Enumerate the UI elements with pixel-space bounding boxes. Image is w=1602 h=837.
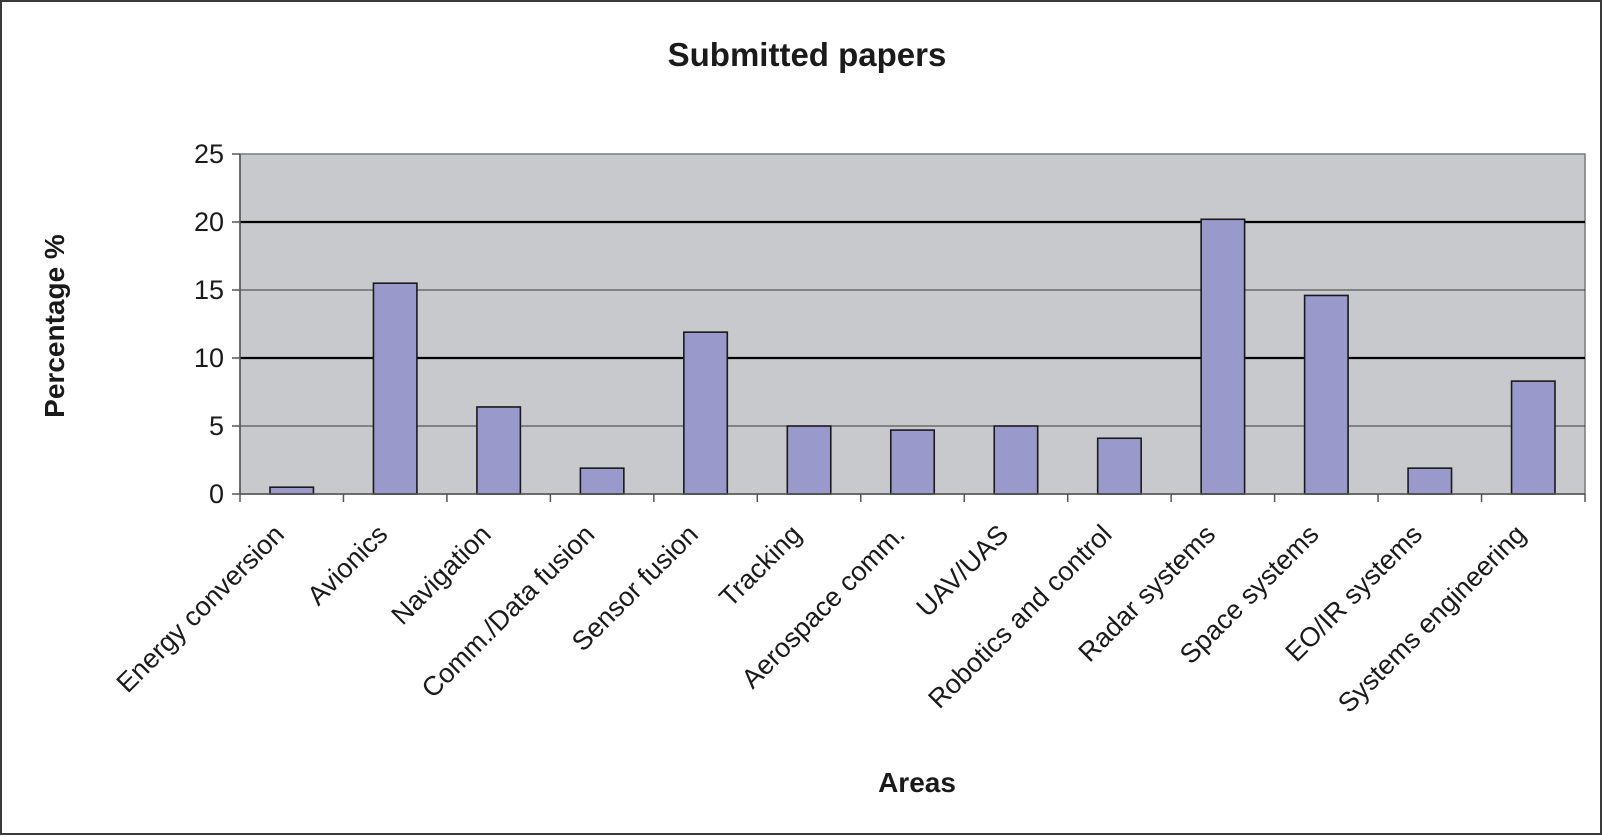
bar-radar-systems — [1200, 218, 1246, 495]
y-tick-label-5: 5 — [209, 411, 224, 441]
y-tick-label-15: 15 — [194, 275, 224, 305]
x-tick-label: Energy conversion — [111, 519, 290, 698]
bar-space-systems — [1303, 294, 1349, 495]
x-axis-tick-labels: Energy conversion AvionicsNavigationComm.… — [111, 494, 1586, 719]
x-axis-title: Areas — [878, 767, 956, 798]
y-tick-label-10: 10 — [194, 343, 224, 373]
bar-uav-uas — [993, 425, 1039, 495]
x-tick-label: UAV/UAS — [911, 519, 1015, 623]
y-tick-label-0: 0 — [209, 479, 224, 509]
bar-eo-ir-systems — [1407, 467, 1453, 495]
bar-avionics — [372, 282, 418, 495]
bars — [269, 218, 1556, 495]
y-axis-ticks: 0 5 10 15 20 25 — [194, 139, 240, 509]
y-axis-title: Percentage % — [39, 234, 70, 418]
bar-energy-conversion — [269, 486, 315, 495]
y-tick-label-25: 25 — [194, 139, 224, 169]
bar-navigation — [476, 406, 522, 495]
x-tick-label: Comm./Data fusion — [416, 519, 601, 704]
bar-comm-data-fusion — [579, 467, 625, 495]
x-tick-label: Robotics and control — [922, 519, 1117, 714]
x-tick-label: Navigation — [385, 519, 496, 630]
bar-systems-engineering — [1510, 380, 1556, 495]
chart-title: Submitted papers — [668, 36, 947, 73]
x-tick-label: Systems engineering — [1332, 519, 1532, 719]
x-tick-label: Tracking — [714, 519, 808, 613]
bar-sensor-fusion — [683, 331, 729, 495]
gridlines — [240, 220, 1585, 427]
bar-tracking — [786, 425, 832, 495]
bar-aerospace-comm- — [889, 429, 936, 495]
x-tick-label: Avionics — [301, 519, 393, 611]
y-tick-label-20: 20 — [194, 207, 224, 237]
bar-robotics-and-control — [1096, 437, 1142, 495]
